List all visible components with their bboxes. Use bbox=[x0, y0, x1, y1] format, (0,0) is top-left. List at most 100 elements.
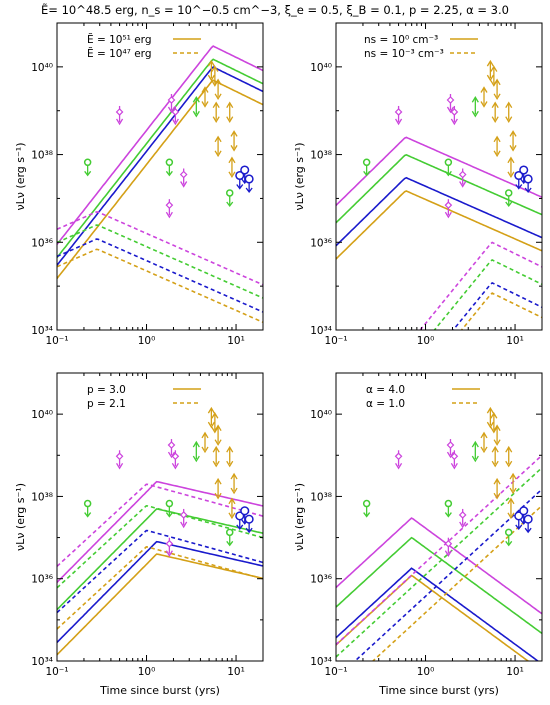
upper-limit-marker-7 bbox=[493, 424, 501, 446]
series-line-6 bbox=[57, 529, 263, 614]
y-tick-label: 10³⁸ bbox=[310, 150, 332, 162]
series-line-3 bbox=[57, 553, 263, 656]
x-tick-label: 10⁻¹ bbox=[324, 666, 347, 678]
upper-limit-marker-7 bbox=[214, 78, 222, 101]
y-tick-label: 10⁴⁰ bbox=[31, 62, 53, 74]
legend-label-0: p = 3.0 bbox=[87, 384, 126, 396]
series-line-2 bbox=[336, 176, 542, 247]
detection-marker-5 bbox=[523, 174, 533, 194]
detection-marker-4 bbox=[240, 506, 250, 525]
x-tick-label: 10¹ bbox=[227, 666, 245, 678]
upper-limit-marker-14 bbox=[192, 95, 200, 118]
upper-limit-marker-0 bbox=[394, 450, 403, 470]
y-tick-label: 10³⁴ bbox=[310, 656, 332, 668]
panel-bottom-right: 10³⁴ 10³⁶ 10³⁸ 10⁴⁰ 10⁻¹ 10⁰ 10¹ νLν (erg s⁻¹) T… bbox=[293, 372, 543, 697]
legend-label-1: ns = 10⁻³ cm⁻³ bbox=[364, 48, 444, 60]
detection-marker-4 bbox=[519, 165, 529, 185]
y-tick-label: 10³⁸ bbox=[31, 491, 53, 503]
y-tick-label: 10⁴⁰ bbox=[310, 62, 332, 74]
upper-limit-marker-11 bbox=[214, 135, 222, 158]
upper-limit-marker-3 bbox=[179, 168, 188, 188]
detection-marker-5 bbox=[244, 514, 254, 534]
legend: p = 3.0 p = 2.1 bbox=[87, 384, 201, 410]
series-line-2 bbox=[57, 66, 263, 266]
upper-limit-marker-1 bbox=[446, 93, 455, 114]
y-tick-label: 10³⁴ bbox=[31, 656, 53, 668]
legend-label-1: Ẽ = 10⁴⁷ erg bbox=[87, 47, 151, 60]
detection-marker-1 bbox=[165, 499, 174, 518]
detection-marker-0 bbox=[83, 158, 92, 177]
upper-limit-marker-5 bbox=[486, 59, 494, 82]
series-line-5 bbox=[336, 467, 542, 658]
series-line-0 bbox=[336, 517, 542, 615]
upper-limit-marker-5 bbox=[207, 406, 215, 429]
detection-marker-3 bbox=[514, 170, 524, 190]
upper-limit-marker-11 bbox=[214, 477, 222, 500]
detection-marker-2 bbox=[504, 189, 513, 208]
upper-limit-marker-10 bbox=[505, 445, 513, 468]
detection-marker-3 bbox=[235, 511, 245, 531]
upper-limit-marker-13 bbox=[507, 497, 515, 520]
upper-limit-marker-4 bbox=[444, 199, 453, 219]
upper-limit-marker-14 bbox=[192, 440, 200, 463]
legend-label-1: p = 2.1 bbox=[87, 398, 126, 410]
legend: ns = 10⁰ cm⁻³ ns = 10⁻³ cm⁻³ bbox=[364, 34, 478, 60]
upper-limit-marker-14 bbox=[471, 440, 479, 463]
plot-frame bbox=[56, 372, 264, 662]
legend-label-0: ns = 10⁰ cm⁻³ bbox=[364, 34, 438, 46]
series-line-7 bbox=[371, 505, 542, 661]
series-line-5 bbox=[433, 258, 542, 330]
detection-marker-2 bbox=[504, 528, 513, 547]
upper-limit-marker-13 bbox=[228, 497, 236, 520]
upper-limit-marker-12 bbox=[509, 472, 517, 495]
legend-label-0: Ẽ = 10⁵¹ erg bbox=[87, 33, 151, 46]
upper-limit-marker-7 bbox=[493, 78, 501, 101]
x-axis-label: Time since burst (yrs) bbox=[99, 684, 220, 697]
x-tick-label: 10⁰ bbox=[417, 335, 435, 347]
series-line-4 bbox=[57, 483, 263, 567]
upper-limit-marker-3 bbox=[179, 508, 188, 529]
upper-limit-marker-2 bbox=[450, 105, 459, 126]
x-tick-label: 10⁻¹ bbox=[45, 666, 68, 678]
upper-limit-marker-1 bbox=[167, 439, 176, 459]
y-tick-label: 10³⁶ bbox=[31, 237, 53, 249]
y-tick-label: 10³⁸ bbox=[310, 491, 332, 503]
series-line-3 bbox=[336, 574, 530, 661]
upper-limit-marker-9 bbox=[212, 445, 220, 468]
upper-limit-marker-11 bbox=[493, 477, 501, 500]
y-tick-label: 10⁴⁰ bbox=[31, 409, 53, 421]
legend: α = 4.0 α = 1.0 bbox=[366, 384, 480, 410]
detection-marker-5 bbox=[523, 514, 533, 534]
upper-limit-marker-10 bbox=[226, 101, 234, 123]
series-line-0 bbox=[57, 480, 263, 583]
x-tick-label: 10¹ bbox=[506, 666, 524, 678]
y-tick-label: 10⁴⁰ bbox=[310, 409, 332, 421]
x-tick-label: 10⁰ bbox=[138, 335, 156, 347]
series-line-0 bbox=[57, 45, 263, 245]
upper-limit-marker-6 bbox=[490, 412, 498, 434]
series-line-5 bbox=[57, 224, 263, 299]
curves bbox=[57, 480, 263, 656]
upper-limit-marker-0 bbox=[394, 105, 403, 126]
upper-limit-marker-8 bbox=[201, 86, 209, 108]
upper-limit-marker-2 bbox=[171, 105, 180, 126]
upper-limit-marker-14 bbox=[471, 95, 479, 118]
series-line-6 bbox=[57, 238, 263, 313]
curves bbox=[336, 136, 542, 330]
series-line-6 bbox=[452, 281, 542, 330]
y-axis-label: νLν (erg s⁻¹) bbox=[14, 142, 27, 210]
x-tick-label: 10⁻¹ bbox=[45, 335, 68, 347]
plot-frame bbox=[56, 22, 264, 331]
y-axis-label: νLν (erg s⁻¹) bbox=[293, 483, 306, 551]
upper-limit-marker-3 bbox=[458, 168, 467, 188]
detection-marker-5 bbox=[244, 174, 254, 194]
upper-limit-marker-9 bbox=[491, 445, 499, 468]
upper-limit-marker-12 bbox=[230, 130, 238, 152]
x-tick-label: 10¹ bbox=[227, 335, 245, 347]
series-line-4 bbox=[336, 454, 542, 646]
upper-limit-marker-12 bbox=[509, 130, 517, 152]
upper-limit-marker-3 bbox=[458, 508, 467, 529]
x-tick-label: 10¹ bbox=[506, 335, 524, 347]
x-tick-label: 10⁻¹ bbox=[324, 335, 347, 347]
